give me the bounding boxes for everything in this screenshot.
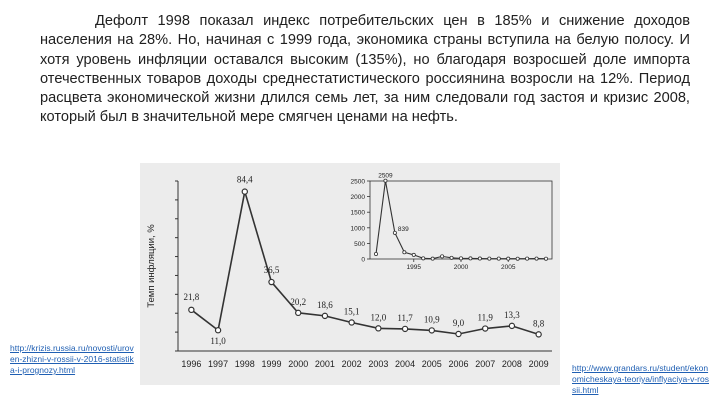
source-link-right[interactable]: http://www.grandars.ru/student/ekonomich… <box>572 363 709 395</box>
inset-data-point <box>487 256 492 261</box>
inset-series-line <box>375 180 547 260</box>
y-axis-label: Темп инфляции, % <box>146 224 157 308</box>
data-point <box>241 188 248 195</box>
data-point <box>508 322 516 330</box>
x-tick-label: 2001 <box>315 359 335 369</box>
data-point <box>214 327 222 334</box>
x-tick-label: 2005 <box>422 359 442 369</box>
x-tick-label: 1996 <box>181 359 201 369</box>
data-label: 36,5 <box>264 265 280 275</box>
data-label: 13,3 <box>504 310 520 320</box>
data-point <box>348 319 355 326</box>
data-label: 18,6 <box>317 300 333 310</box>
x-tick-label: 2007 <box>475 359 495 369</box>
data-point <box>535 331 542 338</box>
inset-data-point <box>477 256 482 261</box>
data-label: 11,7 <box>397 313 413 323</box>
x-tick-label: 2006 <box>448 359 468 369</box>
description-paragraph: Дефолт 1998 показал индекс потребительск… <box>40 13 690 126</box>
data-label: 8,8 <box>533 318 545 328</box>
data-label: 11,9 <box>478 313 494 323</box>
inset-data-point <box>468 256 473 261</box>
data-label: 10,9 <box>424 314 440 324</box>
inset-y-tick-label: 0 <box>361 257 365 264</box>
data-point <box>375 325 382 332</box>
x-tick-label: 1997 <box>208 359 228 369</box>
inset-data-point <box>430 256 435 261</box>
data-point <box>268 278 275 286</box>
inset-x-tick-label: 2000 <box>454 264 469 271</box>
x-tick-label: 1999 <box>261 359 281 369</box>
inset-y-tick-label: 1000 <box>351 225 366 232</box>
inset-data-point <box>496 256 501 261</box>
data-point <box>295 309 302 317</box>
x-tick-label: 2008 <box>502 359 522 369</box>
inset-data-point <box>411 252 416 257</box>
data-label: 9,0 <box>453 318 465 328</box>
inset-data-point <box>515 256 520 261</box>
data-point <box>455 330 462 338</box>
inflation-series-line <box>190 191 539 336</box>
inset-y-tick-label: 1500 <box>351 210 366 217</box>
x-tick-label: 2000 <box>288 359 308 369</box>
data-point <box>482 325 489 332</box>
inset-data-point <box>458 256 463 261</box>
inset-data-point <box>525 256 530 261</box>
x-tick-label: 2004 <box>395 359 415 369</box>
data-label: 20,2 <box>290 297 306 307</box>
inset-y-tick-label: 2000 <box>351 194 366 201</box>
inset-x-tick-label: 2005 <box>501 264 516 271</box>
data-point <box>401 325 409 333</box>
x-tick-label: 2002 <box>342 359 362 369</box>
inset-data-point <box>440 254 445 259</box>
inset-data-point <box>449 255 454 260</box>
inset-data-point <box>373 252 378 257</box>
inset-y-tick-label: 500 <box>354 241 365 248</box>
inset-data-point <box>534 256 539 261</box>
data-label: 21,8 <box>183 292 199 302</box>
data-label: 84,4 <box>237 175 253 185</box>
inset-y-tick-label: 2500 <box>351 179 366 186</box>
inset-data-point <box>392 230 397 235</box>
data-label: 11,0 <box>210 336 226 346</box>
inset-data-point <box>543 256 548 261</box>
inset-data-point <box>383 178 388 183</box>
data-label: 15,1 <box>344 306 360 316</box>
inflation-chart-svg: Темп инфляции, % 1996 1997 1998 1999 2000 2001… <box>146 173 553 369</box>
inset-annotation-2509: 2509 <box>378 173 393 180</box>
data-point <box>188 306 195 314</box>
inset-data-point <box>402 250 407 255</box>
inset-data-point <box>421 256 426 261</box>
x-tick-label: 2003 <box>368 359 388 369</box>
inflation-chart: Темп инфляции, % 1996 1997 1998 1999 2000 2001… <box>140 163 560 385</box>
inset-x-tick-label: 1995 <box>407 264 422 271</box>
inset-annotation-839: 839 <box>398 226 409 233</box>
data-point <box>321 312 329 320</box>
inset-frame <box>369 180 553 260</box>
data-point <box>428 327 435 334</box>
x-tick-label: 2009 <box>529 359 549 369</box>
inset-data-point <box>506 256 511 261</box>
data-label: 12,0 <box>370 312 386 322</box>
source-link-left[interactable]: http://krizis.russia.ru/novosti/uroven-z… <box>10 343 134 375</box>
x-tick-label: 1998 <box>235 359 255 369</box>
